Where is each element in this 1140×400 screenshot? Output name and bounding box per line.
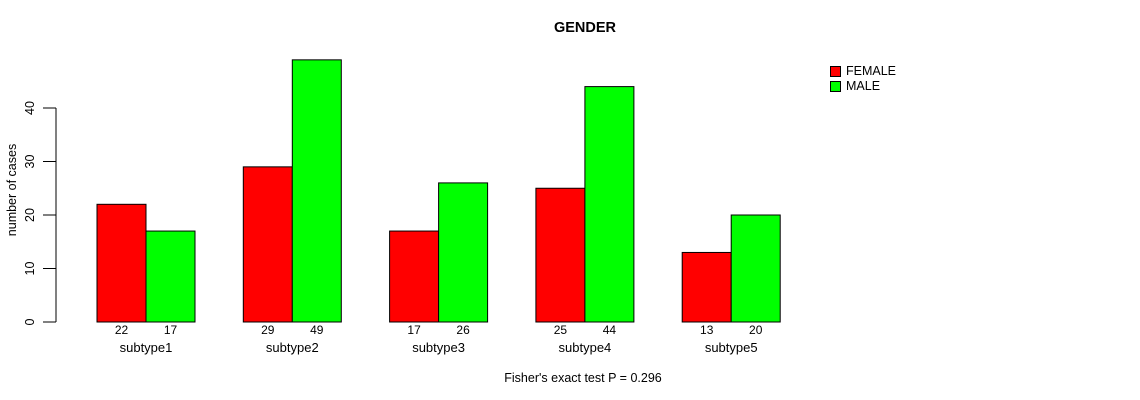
bar-value-label: 22 bbox=[115, 323, 129, 337]
bar-female-subtype5 bbox=[681, 251, 732, 323]
chart-title: GENDER bbox=[553, 20, 617, 36]
annotation-text: Fisher's exact test P = 0.296 bbox=[504, 371, 662, 385]
bar-value-label: 13 bbox=[700, 323, 714, 337]
y-tick-label: 0 bbox=[23, 318, 37, 325]
bar-male-subtype4 bbox=[584, 86, 635, 323]
legend-label-male: MALE bbox=[846, 79, 881, 93]
y-tick-label: 20 bbox=[23, 208, 37, 222]
bar-value-label: 44 bbox=[603, 323, 617, 337]
bar-female-subtype2 bbox=[242, 166, 293, 323]
bar-value-label: 17 bbox=[164, 323, 178, 337]
bar-value-label: 26 bbox=[456, 323, 470, 337]
bar-male-subtype1 bbox=[145, 230, 196, 323]
category-label: subtype1 bbox=[120, 340, 173, 355]
bar-value-label: 25 bbox=[554, 323, 568, 337]
legend-item-male: MALE bbox=[830, 79, 896, 94]
y-tick-label: 30 bbox=[23, 155, 37, 169]
bar-value-label: 20 bbox=[749, 323, 763, 337]
y-tick-label: 10 bbox=[23, 262, 37, 276]
female-color-swatch-icon bbox=[830, 66, 841, 77]
legend-item-female: FEMALE bbox=[830, 64, 896, 79]
bar-male-subtype3 bbox=[438, 182, 489, 323]
bar-male-subtype2 bbox=[291, 59, 342, 323]
bar-female-subtype3 bbox=[389, 230, 440, 323]
category-label: subtype3 bbox=[412, 340, 465, 355]
category-label: subtype4 bbox=[559, 340, 612, 355]
y-axis-title: number of cases bbox=[5, 143, 19, 237]
bar-male-subtype5 bbox=[730, 214, 781, 323]
bar-value-label: 49 bbox=[310, 323, 324, 337]
bar-female-subtype4 bbox=[535, 187, 586, 323]
bar-female-subtype1 bbox=[96, 203, 147, 323]
legend-label-female: FEMALE bbox=[846, 64, 897, 78]
chart-legend: FEMALE MALE bbox=[830, 64, 896, 94]
bar-value-label: 29 bbox=[261, 323, 275, 337]
category-label: subtype5 bbox=[705, 340, 758, 355]
bar-value-label: 17 bbox=[407, 323, 421, 337]
male-color-swatch-icon bbox=[830, 81, 841, 92]
category-label: subtype2 bbox=[266, 340, 319, 355]
y-tick-label: 40 bbox=[23, 101, 37, 115]
